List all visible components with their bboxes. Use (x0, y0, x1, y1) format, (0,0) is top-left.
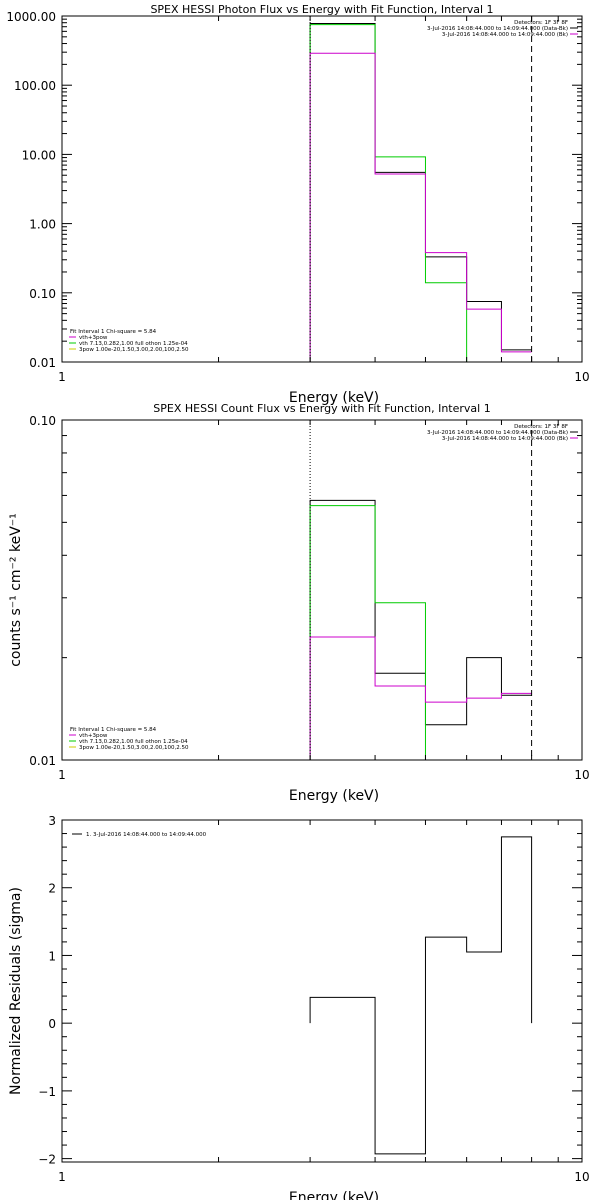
legend-text: 3-Jul-2016 14:08:44.000 to 14:09:44.000 … (427, 26, 568, 32)
legend-text: 1. 3-Jul-2016 14:08:44.000 to 14:09:44.0… (86, 832, 207, 838)
series-line-0 (309, 22, 532, 362)
y-tick-label: 0.10 (29, 414, 56, 428)
x-tick-label: 10 (574, 1170, 589, 1184)
y-tick-label: −1 (38, 1085, 56, 1099)
y-tick-label: 10.00 (22, 148, 56, 162)
legend-text: 3-Jul-2016 14:08:44.000 to 14:09:44.000 … (427, 430, 568, 436)
y-tick-label: 100.00 (14, 79, 56, 93)
plot-frame (61, 15, 583, 363)
legend-text: 3pow 1.00e-20,1.50,3.00,2.00,100,2.50 (79, 347, 189, 353)
y-tick-label: 1000.00 (6, 10, 56, 24)
legend-text: Detectors: 1F 3F 8F (514, 20, 568, 26)
x-tick-label: 10 (574, 370, 589, 384)
legend-text: 3-Jul-2016 14:08:44.000 to 14:09:44.000 … (442, 32, 568, 38)
legend-text: 3-Jul-2016 14:08:44.000 to 14:09:44.000 … (442, 436, 568, 442)
x-tick-label: 1 (58, 1170, 66, 1184)
plot-frame (61, 419, 583, 761)
y-tick-label: 2 (48, 882, 56, 896)
y-tick-label: 3 (48, 814, 56, 828)
y-axis-label: counts s⁻¹ cm⁻² keV⁻¹ (8, 513, 24, 667)
x-axis-label: Energy (keV) (289, 788, 379, 804)
legend-text: vth 7.13,0.282,1.00 full othon 1.25e-04 (79, 739, 188, 745)
series-line-1 (309, 24, 532, 363)
photon-flux-panel: SPEX HESSI Photon Flux vs Energy with Fi… (6, 3, 589, 406)
legend-text: vth 7.13,0.282,1.00 full othon 1.25e-04 (79, 341, 188, 347)
chart-title: SPEX HESSI Count Flux vs Energy with Fit… (153, 402, 490, 415)
y-axis-label: Normalized Residuals (sigma) (8, 887, 24, 1095)
series-line-2 (309, 636, 532, 760)
x-tick-label: 10 (574, 768, 589, 782)
x-tick-label: 1 (58, 768, 66, 782)
x-axis-label: Energy (keV) (289, 1190, 379, 1200)
residuals-panel: 1 10 −2 −1 0 1 2 3 Energy (keV) Normalized Residu… (8, 814, 590, 1200)
y-tick-label: −2 (38, 1153, 56, 1167)
chart-title: SPEX HESSI Photon Flux vs Energy with Fi… (150, 3, 493, 16)
plot-frame (61, 819, 583, 1163)
legend-text: vth+3pow (79, 335, 108, 341)
series-line-1 (309, 505, 532, 761)
legend-text: 3pow 1.00e-20,1.50,3.00,2.00,100,2.50 (79, 745, 189, 751)
legend-text: vth+3pow (79, 733, 108, 739)
y-tick-label: 1 (48, 949, 56, 963)
legend-text: Detectors: 1F 3F 8F (514, 424, 568, 430)
series-line-0 (309, 499, 532, 760)
x-tick-label: 1 (58, 370, 66, 384)
legend-text: Fit Interval 1 Chi-square = 5.84 (70, 329, 157, 335)
y-tick-label: 0.01 (29, 754, 56, 768)
legend-text: Fit Interval 1 Chi-square = 5.84 (70, 727, 157, 733)
y-tick-label: 0.01 (29, 356, 56, 370)
y-tick-label: 0 (48, 1017, 56, 1031)
count-flux-panel: SPEX HESSI Count Flux vs Energy with Fit… (8, 402, 590, 804)
x-axis-label: Energy (keV) (289, 390, 379, 406)
series-line-0 (309, 836, 533, 1155)
series-line-2 (309, 52, 532, 362)
y-tick-label: 0.10 (29, 287, 56, 301)
y-tick-label: 1.00 (29, 218, 56, 232)
